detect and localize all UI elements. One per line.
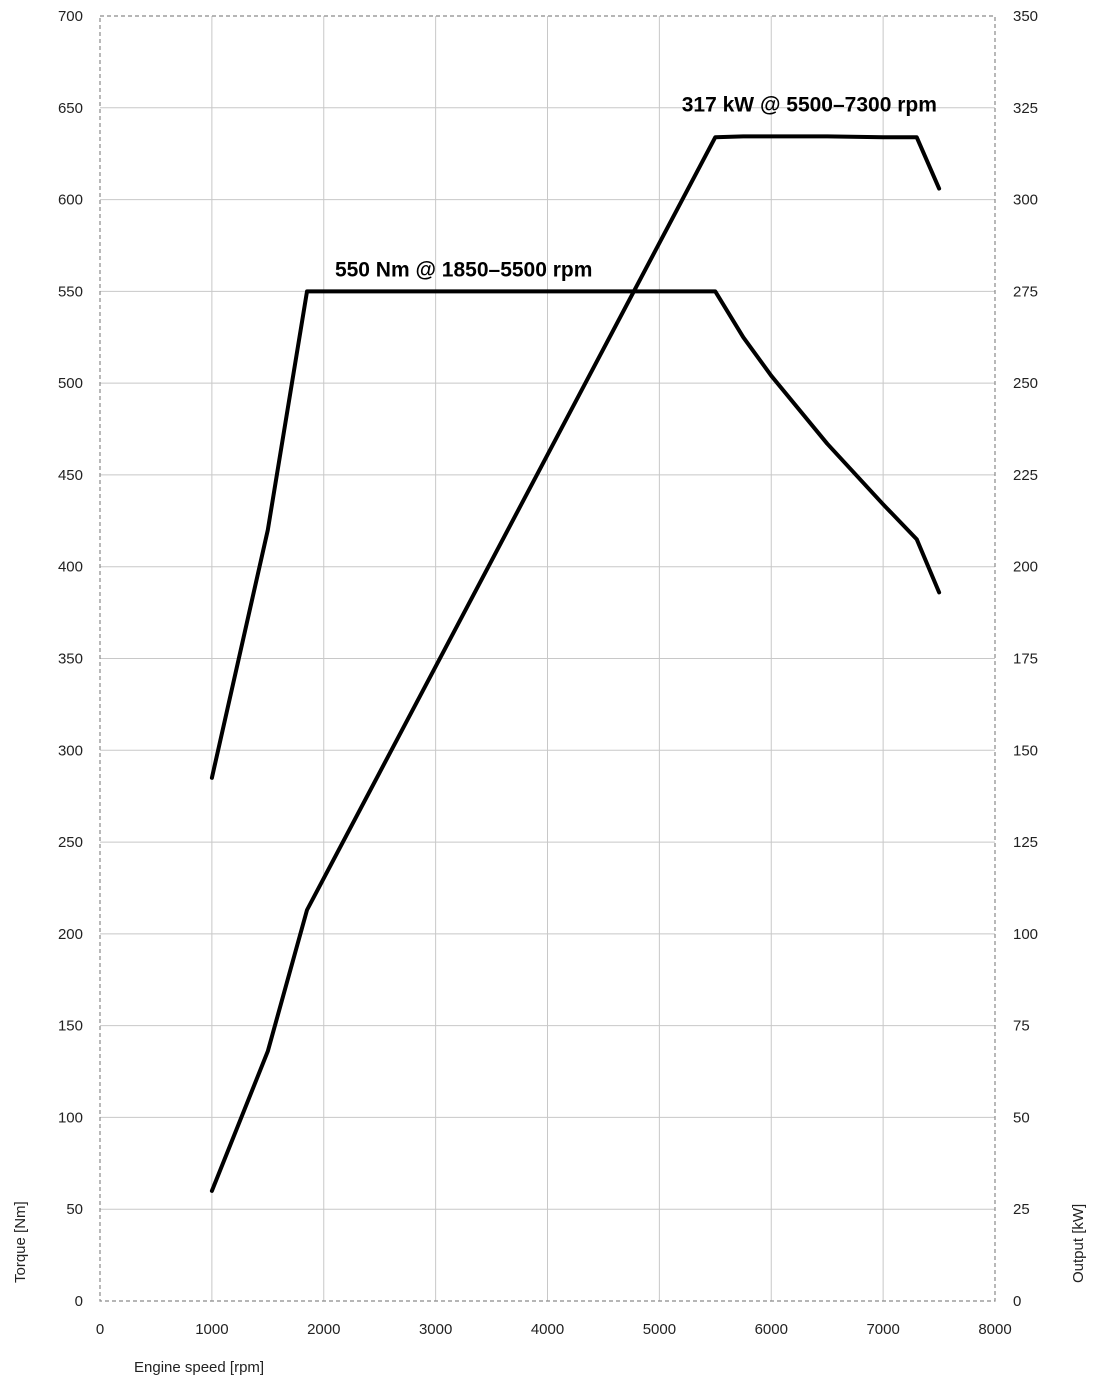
plot-frame bbox=[99, 15, 996, 1302]
x-tick-label: 1000 bbox=[195, 1321, 228, 1338]
torque-line bbox=[209, 289, 942, 780]
y-left-tick-label: 500 bbox=[58, 375, 83, 392]
y-left-tick-label: 0 bbox=[75, 1293, 83, 1310]
y-right-tick-label: 175 bbox=[1013, 651, 1038, 668]
x-tick-label: 3000 bbox=[419, 1321, 452, 1338]
x-axis-title: Engine speed [rpm] bbox=[134, 1359, 264, 1376]
y-right-tick-label: 300 bbox=[1013, 192, 1038, 209]
y-left-tick-label: 550 bbox=[58, 283, 83, 300]
annotation-label: 550 Nm @ 1850–5500 rpm bbox=[335, 259, 592, 282]
y-left-tick-labels: 0 50 100 150 200 250 300 350 400 450 500 550 600 650 7… bbox=[58, 8, 83, 1310]
y-left-tick-label: 200 bbox=[58, 926, 83, 943]
y-left-tick-label: 650 bbox=[58, 100, 83, 117]
y-left-tick-label: 150 bbox=[58, 1018, 83, 1035]
y-right-tick-label: 0 bbox=[1013, 1293, 1021, 1310]
y-right-tick-label: 150 bbox=[1013, 742, 1038, 759]
x-tick-labels: 0 1000 2000 3000 4000 5000 6000 7000 8000 bbox=[96, 1321, 1012, 1338]
annotations: 550 Nm @ 1850–5500 rpm 317 kW @ 5500–7300… bbox=[335, 93, 937, 281]
x-tick-label: 4000 bbox=[531, 1321, 564, 1338]
y-right-tick-label: 200 bbox=[1013, 559, 1038, 576]
y-left-tick-label: 250 bbox=[58, 834, 83, 851]
y-left-tick-label: 50 bbox=[66, 1201, 83, 1218]
output-line bbox=[209, 134, 942, 1193]
y-left-tick-label: 300 bbox=[58, 742, 83, 759]
y-right-tick-label: 50 bbox=[1013, 1109, 1030, 1126]
x-tick-label: 8000 bbox=[978, 1321, 1011, 1338]
y-left-tick-label: 600 bbox=[58, 192, 83, 209]
y-right-tick-label: 225 bbox=[1013, 467, 1038, 484]
y-left-tick-label: 700 bbox=[58, 8, 83, 25]
y-right-tick-labels: 0 25 50 75 100 125 150 175 200 225 250 275 300 325 350 bbox=[1013, 8, 1038, 1310]
y-left-tick-label: 400 bbox=[58, 559, 83, 576]
y-left-tick-label: 450 bbox=[58, 467, 83, 484]
series-lines bbox=[209, 134, 942, 1193]
y-right-tick-label: 100 bbox=[1013, 926, 1038, 943]
y-right-tick-label: 275 bbox=[1013, 283, 1038, 300]
y-right-axis-title: Output [kW] bbox=[1070, 1204, 1087, 1283]
gridlines bbox=[100, 16, 995, 1301]
x-tick-label: 2000 bbox=[307, 1321, 340, 1338]
x-tick-label: 6000 bbox=[755, 1321, 788, 1338]
y-right-tick-label: 350 bbox=[1013, 8, 1038, 25]
x-tick-label: 7000 bbox=[866, 1321, 899, 1338]
y-right-tick-label: 250 bbox=[1013, 375, 1038, 392]
y-left-tick-label: 100 bbox=[58, 1109, 83, 1126]
y-right-tick-label: 125 bbox=[1013, 834, 1038, 851]
y-left-axis-title: Torque [Nm] bbox=[12, 1201, 29, 1283]
y-right-tick-label: 325 bbox=[1013, 100, 1038, 117]
y-right-tick-label: 25 bbox=[1013, 1201, 1030, 1218]
x-tick-label: 0 bbox=[96, 1321, 104, 1338]
y-left-tick-label: 350 bbox=[58, 651, 83, 668]
annotation-label: 317 kW @ 5500–7300 rpm bbox=[682, 93, 937, 116]
x-tick-label: 5000 bbox=[643, 1321, 676, 1338]
y-right-tick-label: 75 bbox=[1013, 1018, 1030, 1035]
